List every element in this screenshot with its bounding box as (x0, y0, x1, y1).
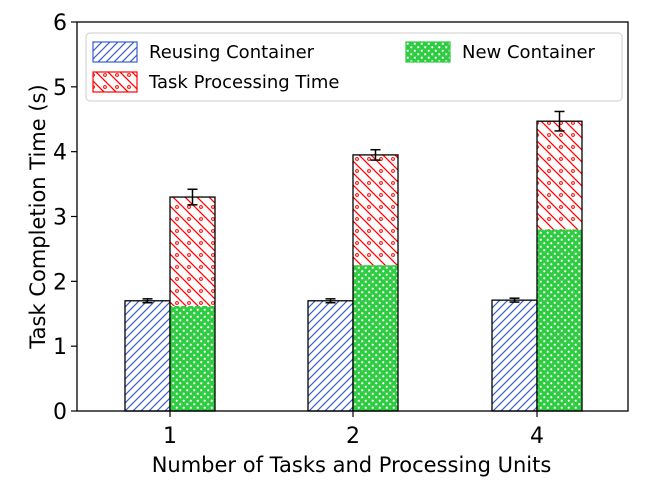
legend-swatch (92, 71, 138, 93)
y-tick-label-4: 4 (53, 141, 67, 166)
bar-reusing-container-2 (307, 300, 354, 412)
x-tick-label-4: 4 (530, 424, 544, 449)
y-tick-label-1: 1 (53, 335, 67, 360)
bar-new-container-4 (537, 229, 582, 411)
legend-item-new-container: New Container (405, 41, 596, 63)
y-tick-label-3: 3 (53, 206, 67, 231)
y-tick-label-5: 5 (53, 76, 67, 101)
error-bar-total-4 (554, 110, 565, 132)
legend-label: Reusing Container (149, 42, 315, 63)
bar-reusing-container-4 (491, 299, 538, 412)
error-bar-total-2 (370, 148, 381, 161)
bar-new-container-2 (353, 265, 398, 411)
legend-label: New Container (462, 42, 596, 63)
legend-item-task-processing-time: Task Processing Time (92, 71, 339, 93)
plot-area: 1 2 4 0 1 2 3 4 5 6 Number of Tasks and Processing… (26, 11, 629, 477)
legend: Reusing Container Task Processing Time New… (85, 32, 623, 102)
error-bar-reusing-1 (142, 298, 153, 304)
bar-task-processing-2 (353, 154, 398, 266)
y-tick-label-0: 0 (53, 400, 67, 425)
legend-box (85, 32, 623, 102)
legend-item-reusing-container: Reusing Container (92, 41, 315, 63)
y-tick-label-6: 6 (53, 11, 67, 36)
error-bar-reusing-2 (325, 298, 336, 304)
bar-task-processing-4 (537, 121, 582, 230)
error-bar-reusing-4 (509, 297, 520, 303)
legend-label: Task Processing Time (148, 72, 339, 93)
y-axis-label: Task Completion Time (s) (26, 84, 50, 349)
x-tick-label-2: 2 (346, 424, 360, 449)
bar-task-processing-1 (170, 197, 215, 306)
legend-swatch (92, 41, 138, 63)
y-tick-label-2: 2 (53, 270, 67, 295)
error-bar-total-1 (187, 188, 198, 206)
bar-reusing-container-1 (124, 300, 171, 412)
x-tick-label-1: 1 (163, 424, 177, 449)
x-axis-label: Number of Tasks and Processing Units (152, 453, 552, 477)
bar-new-container-1 (170, 305, 215, 411)
legend-swatch (405, 41, 451, 63)
